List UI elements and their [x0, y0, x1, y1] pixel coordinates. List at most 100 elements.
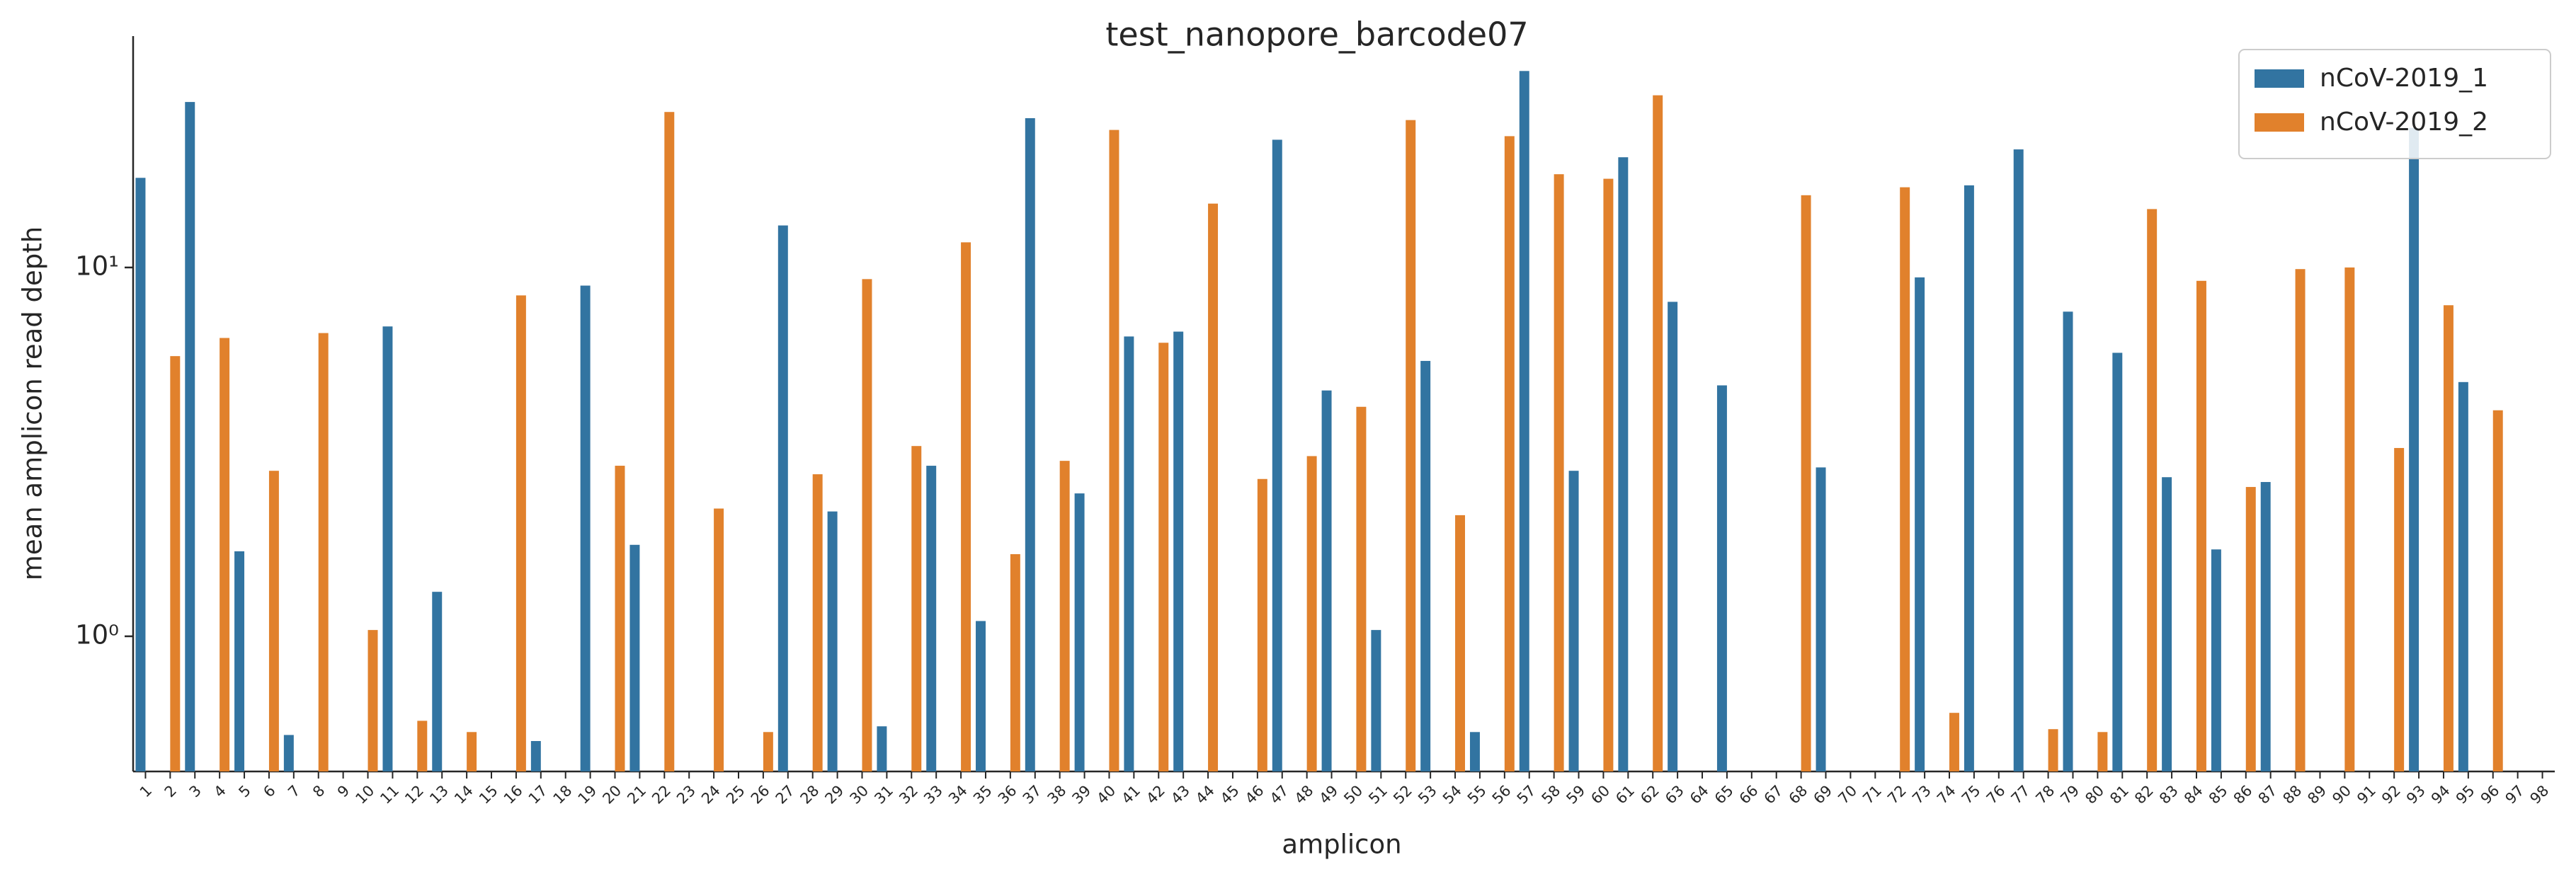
x-tick-label: 30	[846, 782, 872, 808]
x-tick-label: 65	[1711, 782, 1737, 808]
y-axis-label: mean amplicon read depth	[18, 226, 48, 580]
x-tick-label: 32	[896, 782, 921, 808]
bar	[714, 508, 724, 771]
bar	[629, 544, 640, 771]
x-tick-label: 70	[1835, 782, 1860, 808]
x-tick-label: 83	[2156, 782, 2182, 808]
bar	[1603, 178, 1614, 771]
bar	[1455, 515, 1465, 771]
legend-swatch	[2255, 69, 2304, 88]
x-tick-label: 43	[1168, 782, 1193, 808]
bar	[580, 285, 591, 771]
x-tick-label: 54	[1440, 782, 1465, 808]
x-tick-label: 79	[2057, 782, 2082, 808]
x-tick-label: 40	[1093, 782, 1119, 808]
bar	[135, 178, 146, 771]
bar	[1716, 385, 1727, 771]
x-tick-label: 62	[1637, 782, 1663, 808]
bar	[1816, 467, 1826, 771]
bar	[1949, 713, 1959, 771]
x-tick-label: 41	[1118, 782, 1144, 808]
bar	[2147, 209, 2158, 772]
y-tick-label: 10⁰	[75, 620, 119, 650]
chart-title: test_nanopore_barcode07	[1105, 16, 1528, 54]
bar	[417, 721, 428, 771]
bar	[1406, 120, 1416, 772]
bar	[318, 333, 329, 771]
bar	[220, 338, 230, 772]
x-tick-label: 48	[1292, 782, 1317, 808]
bar	[283, 735, 294, 771]
x-tick-label: 16	[501, 782, 526, 808]
x-tick-label: 97	[2502, 782, 2528, 808]
legend: nCoV-2019_1 nCoV-2019_2	[2238, 49, 2551, 159]
bar	[1519, 71, 1529, 772]
x-tick-label: 53	[1415, 782, 1440, 808]
x-tick-label: 63	[1662, 782, 1687, 808]
bar	[664, 112, 675, 772]
x-tick-label: 22	[649, 782, 674, 808]
x-tick-label: 17	[525, 782, 551, 808]
bar	[2344, 267, 2355, 771]
bar	[1025, 117, 1035, 771]
bar	[2245, 487, 2256, 771]
bar	[2458, 381, 2468, 771]
bar	[2492, 410, 2503, 771]
x-tick-label: 24	[698, 782, 724, 808]
bar	[1321, 390, 1332, 771]
x-tick-label: 25	[723, 782, 748, 808]
bar	[1074, 493, 1085, 771]
x-tick-label: 47	[1267, 782, 1292, 808]
x-tick-label: 66	[1736, 782, 1762, 808]
bar	[862, 279, 872, 772]
x-tick-label: 39	[1068, 782, 1094, 808]
bar	[467, 732, 477, 771]
x-tick-label: 4	[210, 782, 229, 800]
bar	[432, 592, 443, 771]
bar	[234, 551, 245, 771]
bar	[1124, 336, 1134, 771]
x-tick-label: 51	[1365, 782, 1391, 808]
x-tick-label: 3	[186, 782, 205, 800]
x-tick-label: 49	[1316, 782, 1341, 808]
bar	[1653, 95, 1663, 771]
x-tick-label: 36	[995, 782, 1020, 808]
bar	[926, 466, 937, 771]
bar	[170, 356, 181, 771]
bar	[1554, 174, 1564, 771]
x-tick-label: 52	[1390, 782, 1415, 808]
x-tick-label: 5	[235, 782, 253, 800]
legend-box	[2238, 49, 2551, 159]
x-tick-label: 84	[2181, 782, 2206, 808]
x-tick-label: 12	[401, 782, 427, 808]
x-tick-label: 20	[599, 782, 625, 808]
bar	[1306, 456, 1317, 771]
x-tick-label: 9	[334, 782, 353, 800]
bar	[2443, 305, 2454, 771]
bar	[763, 732, 773, 771]
bar	[961, 242, 971, 771]
x-tick-label: 60	[1588, 782, 1613, 808]
bar	[268, 471, 279, 771]
bar	[615, 466, 625, 771]
bar	[1420, 360, 1431, 772]
x-tick-label: 46	[1242, 782, 1267, 808]
bar	[1900, 187, 1910, 772]
x-tick-label: 37	[1020, 782, 1045, 808]
bar	[2260, 482, 2271, 771]
x-tick-label: 69	[1810, 782, 1835, 808]
x-tick-label: 85	[2206, 782, 2231, 808]
bar	[1109, 130, 1119, 771]
x-tick-label: 67	[1761, 782, 1786, 808]
bar	[515, 295, 526, 772]
bar	[367, 630, 378, 771]
x-tick-label: 57	[1514, 782, 1539, 808]
legend-label: nCoV-2019_1	[2320, 64, 2488, 93]
bar	[2394, 447, 2405, 771]
bar	[185, 102, 195, 771]
x-tick-label: 72	[1884, 782, 1910, 808]
x-tick-label: 91	[2354, 782, 2379, 808]
x-tick-label: 98	[2526, 782, 2552, 808]
bar	[976, 621, 986, 771]
